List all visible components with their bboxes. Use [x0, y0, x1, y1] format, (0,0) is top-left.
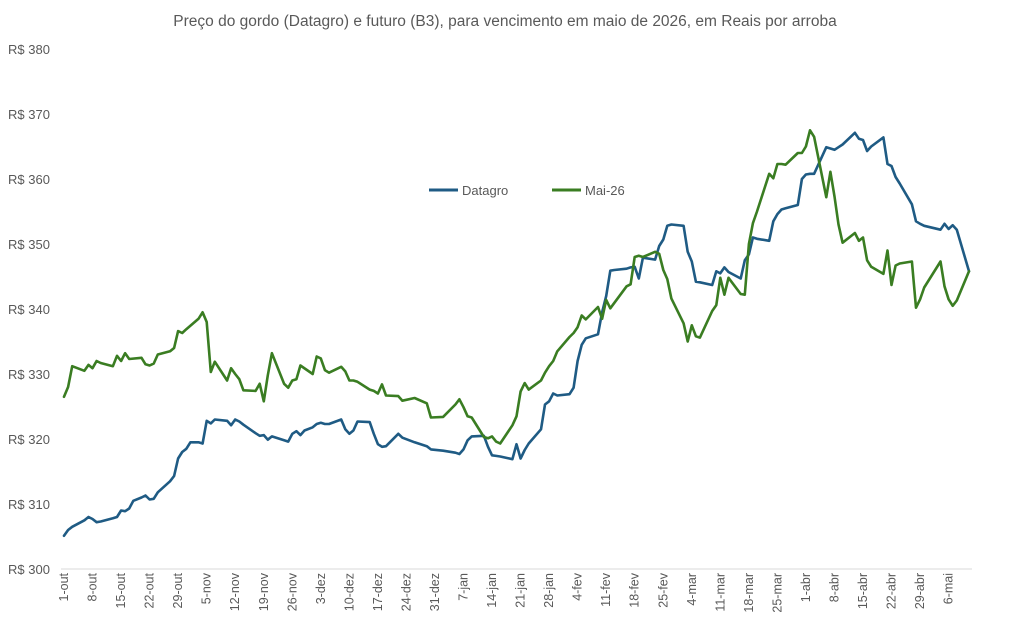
x-tick-label: 26-nov: [285, 572, 299, 611]
y-tick-label: R$ 360: [8, 172, 50, 187]
x-tick-label: 31-dez: [428, 573, 442, 611]
x-tick-label: 8-out: [86, 572, 100, 601]
y-axis: R$ 300 R$ 310 R$ 320 R$ 330 R$ 340 R$ 350 R$ 3…: [8, 42, 50, 577]
x-tick-label: 1-abr: [799, 573, 813, 602]
x-tick-label: 25-mar: [770, 573, 784, 613]
y-tick-label: R$ 310: [8, 497, 50, 512]
x-tick-label: 10-dez: [342, 573, 356, 611]
x-tick-label: 12-nov: [228, 572, 242, 611]
x-tick-label: 3-dez: [314, 573, 328, 604]
x-tick-label: 11-fev: [599, 572, 613, 607]
y-tick-label: R$ 350: [8, 237, 50, 252]
x-tick-label: 1-out: [57, 572, 71, 601]
y-tick-label: R$ 340: [8, 302, 50, 317]
chart-title: Preço do gordo (Datagro) e futuro (B3), …: [173, 13, 837, 30]
x-tick-label: 15-out: [114, 572, 128, 608]
x-tick-label: 4-mar: [685, 573, 699, 606]
x-axis: 1-out 8-out 15-out 22-out 29-out 5-nov 12-nov 1…: [57, 572, 956, 612]
y-tick-label: R$ 380: [8, 42, 50, 57]
x-tick-label: 5-nov: [200, 572, 214, 604]
y-tick-label: R$ 300: [8, 562, 50, 577]
x-tick-label: 25-fev: [656, 572, 670, 607]
legend-label-datagro: Datagro: [462, 183, 508, 198]
series-line-datagro: [62, 131, 971, 538]
x-tick-label: 18-fev: [628, 572, 642, 607]
x-tick-label: 6-mai: [942, 573, 956, 604]
x-tick-label: 22-abr: [885, 573, 899, 609]
y-tick-label: R$ 320: [8, 432, 50, 447]
y-tick-label: R$ 330: [8, 367, 50, 382]
x-tick-label: 19-nov: [257, 572, 271, 611]
x-tick-label: 29-out: [171, 572, 185, 608]
x-tick-label: 24-dez: [399, 573, 413, 611]
x-tick-label: 11-mar: [713, 573, 727, 612]
x-tick-label: 21-jan: [514, 573, 528, 608]
legend-label-mai-26: Mai-26: [585, 183, 625, 198]
x-tick-label: 18-mar: [742, 573, 756, 613]
x-tick-label: 15-abr: [856, 573, 870, 609]
y-tick-label: R$ 370: [8, 107, 50, 122]
x-tick-label: 4-fev: [571, 572, 585, 601]
x-tick-label: 8-abr: [827, 573, 841, 602]
legend: Datagro Mai-26: [429, 183, 625, 198]
x-tick-label: 22-out: [143, 572, 157, 608]
x-tick-label: 17-dez: [371, 573, 385, 611]
x-tick-label: 7-jan: [457, 573, 471, 601]
x-tick-label: 14-jan: [485, 573, 499, 608]
x-tick-label: 29-abr: [913, 573, 927, 609]
series-line-mai-26: [62, 129, 971, 445]
x-tick-label: 28-jan: [542, 573, 556, 608]
series-group: [62, 129, 971, 538]
